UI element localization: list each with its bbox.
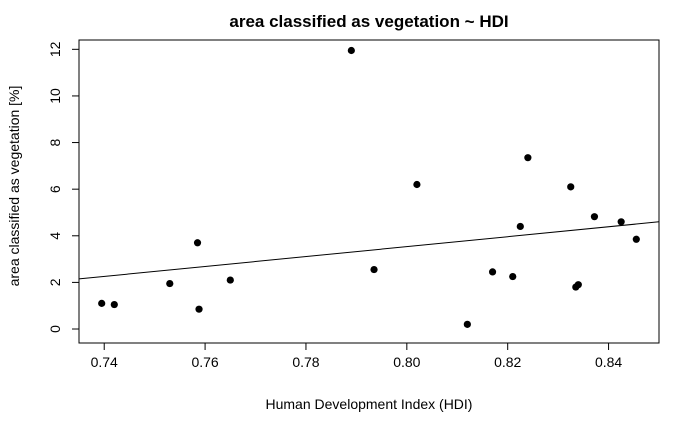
y-axis: 0 2 4 6 8 10 12: [47, 41, 80, 333]
data-point: [574, 281, 582, 289]
x-tick-label: 0.80: [393, 354, 420, 370]
y-tick-label: 2: [47, 278, 63, 286]
data-point: [195, 305, 203, 313]
x-axis: 0.74 0.76 0.78 0.80 0.82 0.84: [91, 342, 622, 370]
y-tick-label: 10: [47, 88, 63, 104]
plot-frame: [78, 39, 660, 344]
data-point: [590, 213, 599, 221]
data-point: [524, 154, 532, 162]
data-point: [110, 300, 118, 309]
y-tick-label: 0: [47, 325, 63, 333]
data-point: [488, 268, 497, 276]
data-point: [567, 183, 575, 191]
data-point: [509, 272, 517, 281]
data-point: [632, 235, 640, 243]
data-point: [413, 180, 421, 189]
data-point: [370, 265, 378, 274]
data-point: [166, 279, 174, 288]
data-point: [516, 222, 524, 231]
data-point: [463, 320, 471, 328]
data-points: [98, 46, 640, 328]
y-tick-label: 4: [47, 232, 63, 240]
regression-line: [78, 221, 660, 280]
chart-title: area classified as vegetation ~ HDI: [229, 12, 508, 31]
x-axis-label: Human Development Index (HDI): [266, 396, 473, 412]
regression-line-layer: [78, 221, 660, 280]
y-tick-label: 12: [47, 41, 63, 57]
x-tick-label: 0.82: [494, 354, 521, 370]
x-tick-label: 0.76: [191, 354, 218, 370]
data-point: [226, 276, 234, 284]
data-point: [98, 299, 106, 307]
data-point: [193, 239, 202, 247]
y-tick-label: 6: [47, 185, 63, 193]
y-tick-label: 8: [47, 138, 63, 146]
data-point: [347, 46, 355, 55]
x-tick-label: 0.74: [91, 354, 118, 370]
data-point: [617, 218, 625, 226]
x-tick-label: 0.78: [292, 354, 319, 370]
x-tick-label: 0.84: [595, 354, 622, 370]
y-axis-label: area classified as vegetation [%]: [6, 86, 22, 287]
